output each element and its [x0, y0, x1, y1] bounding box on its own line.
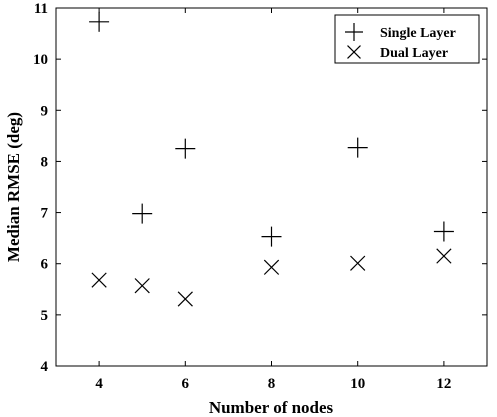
dual-layer-point — [263, 259, 280, 275]
y-axis-title: Median RMSE (deg) — [4, 112, 23, 262]
y-tick-label: 6 — [41, 257, 49, 273]
single-layer-point — [347, 137, 368, 158]
x-tick-label: 6 — [182, 376, 190, 392]
legend-marker — [345, 23, 363, 41]
dual-layer-point — [91, 272, 107, 288]
y-tick-label: 9 — [41, 103, 49, 119]
y-tick-label: 11 — [34, 1, 48, 17]
y-axis: 4 5 6 7 8 9 10 11 — [33, 1, 487, 375]
dual-layer-point — [436, 248, 452, 264]
single-layer-point — [89, 11, 110, 32]
single-layer-point — [132, 203, 153, 224]
legend-label: Dual Layer — [380, 46, 448, 61]
x-tick-label: 8 — [268, 376, 276, 392]
x-tick-label: 4 — [95, 376, 103, 392]
legend-label: Single Layer — [380, 26, 456, 41]
x-axis-title: Number of nodes — [209, 398, 334, 417]
legend-marker — [347, 45, 361, 59]
single-layer-point — [175, 138, 196, 159]
x-tick-label: 12 — [436, 376, 451, 392]
y-tick-label: 10 — [33, 52, 48, 68]
x-tick-label: 10 — [350, 376, 365, 392]
y-tick-label: 5 — [41, 308, 49, 324]
data-marks — [89, 11, 454, 307]
legend-box — [334, 14, 480, 64]
plot-frame — [55, 7, 488, 367]
dual-layer-point — [134, 278, 150, 294]
y-tick-label: 4 — [41, 359, 49, 375]
y-tick-label: 7 — [41, 206, 49, 222]
single-layer-point — [433, 221, 454, 242]
legend: Single Layer Dual Layer — [334, 14, 480, 64]
y-tick-label: 8 — [41, 154, 49, 170]
x-axis: 4 6 8 10 12 — [95, 8, 451, 392]
single-layer-point — [261, 226, 282, 247]
dual-layer-point — [350, 255, 366, 271]
dual-layer-point — [177, 291, 193, 307]
